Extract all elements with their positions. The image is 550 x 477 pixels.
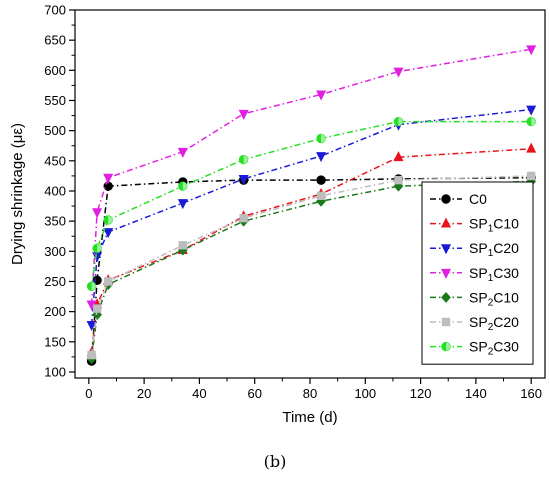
- data-point-square: [526, 171, 536, 181]
- legend-label: SP1C10: [469, 216, 519, 235]
- data-point-triangle-down: [238, 109, 249, 120]
- y-tick-label: 150: [44, 334, 66, 349]
- data-point-triangle-down: [86, 321, 97, 332]
- y-tick-label: 300: [44, 244, 66, 259]
- marker-highlight: [398, 117, 403, 126]
- data-point-square: [239, 213, 248, 223]
- x-tick-label: 20: [137, 386, 151, 401]
- legend-entry-C0: C0: [430, 191, 487, 207]
- x-tick-label: 0: [85, 386, 92, 401]
- data-point-triangle-up: [393, 151, 404, 162]
- y-tick-label: 100: [44, 364, 66, 379]
- x-tick-label: 160: [520, 386, 542, 401]
- legend-entry-SP1C20: SP1C20: [430, 240, 519, 259]
- series-line: [90, 175, 532, 356]
- y-tick-label: 350: [44, 214, 66, 229]
- legend-label: SP2C10: [469, 289, 519, 308]
- marker-highlight: [97, 244, 102, 253]
- series-line: [90, 148, 532, 353]
- legend-label: SP1C30: [469, 265, 519, 284]
- y-tick-label: 500: [44, 123, 66, 138]
- data-point-square: [103, 277, 113, 286]
- x-axis-label: Time (d): [282, 409, 337, 426]
- data-point-square: [441, 317, 451, 327]
- series-SP1C30: [86, 45, 537, 311]
- x-tick-label: 100: [354, 386, 376, 401]
- data-point-square: [394, 175, 403, 185]
- data-point-triangle-down: [103, 173, 114, 184]
- y-tick-label: 700: [44, 3, 66, 18]
- data-point-triangle-down: [440, 268, 452, 279]
- y-tick-label: 450: [44, 153, 66, 168]
- legend-entry-SP1C30: SP1C30: [430, 265, 519, 284]
- x-tick-label: 140: [465, 386, 487, 401]
- y-tick-label: 600: [44, 63, 66, 78]
- legend-entry-SP2C10: SP2C10: [430, 289, 519, 308]
- legend-label: SP2C20: [469, 314, 519, 333]
- y-tick-label: 400: [44, 183, 66, 198]
- y-tick-label: 550: [44, 93, 66, 108]
- y-tick-label: 650: [44, 33, 66, 48]
- legend-entry-SP2C30: SP2C30: [430, 339, 519, 358]
- data-point-triangle-down: [177, 147, 188, 158]
- data-point-triangle-down: [316, 152, 327, 163]
- x-tick-label: 60: [247, 386, 261, 401]
- legend-label: C0: [469, 191, 487, 207]
- y-tick-label: 200: [44, 304, 66, 319]
- marker-highlight: [446, 342, 451, 351]
- marker-highlight: [243, 155, 248, 164]
- data-point-triangle-down: [103, 228, 114, 239]
- data-point-triangle-down: [526, 105, 537, 116]
- data-point-square: [316, 191, 326, 201]
- series-line: [90, 176, 532, 362]
- data-point-triangle-up: [526, 142, 537, 153]
- legend-entry-SP2C20: SP2C20: [430, 314, 519, 333]
- data-point-square: [178, 241, 188, 250]
- series-SP2C20: [87, 171, 536, 360]
- legend-label: SP2C30: [469, 339, 519, 358]
- data-point-triangle-down: [238, 175, 249, 186]
- y-tick-label: 250: [44, 274, 66, 289]
- x-tick-label: 120: [410, 386, 432, 401]
- marker-highlight: [91, 282, 96, 291]
- data-point-triangle-down: [440, 244, 452, 255]
- y-axis-label: Drying shrinkage (με): [9, 123, 26, 265]
- marker-highlight: [321, 134, 326, 143]
- data-point-diamond: [441, 291, 451, 303]
- data-point-circle: [316, 175, 326, 185]
- x-tick-label: 40: [192, 386, 206, 401]
- figure-caption: (b): [263, 452, 287, 471]
- marker-highlight: [108, 215, 113, 225]
- legend-entry-SP1C10: SP1C10: [430, 216, 519, 235]
- data-point-triangle-down: [393, 67, 404, 78]
- drying-shrinkage-chart: 0 20 40 60 80 100 120 140 160 100 150 200 250 300 350 4…: [9, 3, 546, 426]
- data-point-triangle-down: [526, 45, 537, 56]
- data-point-triangle-down: [92, 208, 103, 219]
- data-point-triangle-down: [316, 90, 327, 101]
- data-point-square: [92, 304, 102, 313]
- data-point-circle: [441, 194, 451, 204]
- data-point-triangle-down: [177, 199, 188, 210]
- legend-label: SP1C20: [469, 240, 519, 259]
- series-line: [90, 48, 532, 305]
- series-SP2C30: [86, 116, 536, 292]
- x-tick-label: 80: [303, 386, 317, 401]
- data-point-square: [87, 350, 96, 360]
- marker-highlight: [531, 117, 536, 126]
- data-point-triangle-up: [440, 217, 452, 228]
- marker-highlight: [182, 181, 188, 191]
- series-line: [90, 120, 532, 287]
